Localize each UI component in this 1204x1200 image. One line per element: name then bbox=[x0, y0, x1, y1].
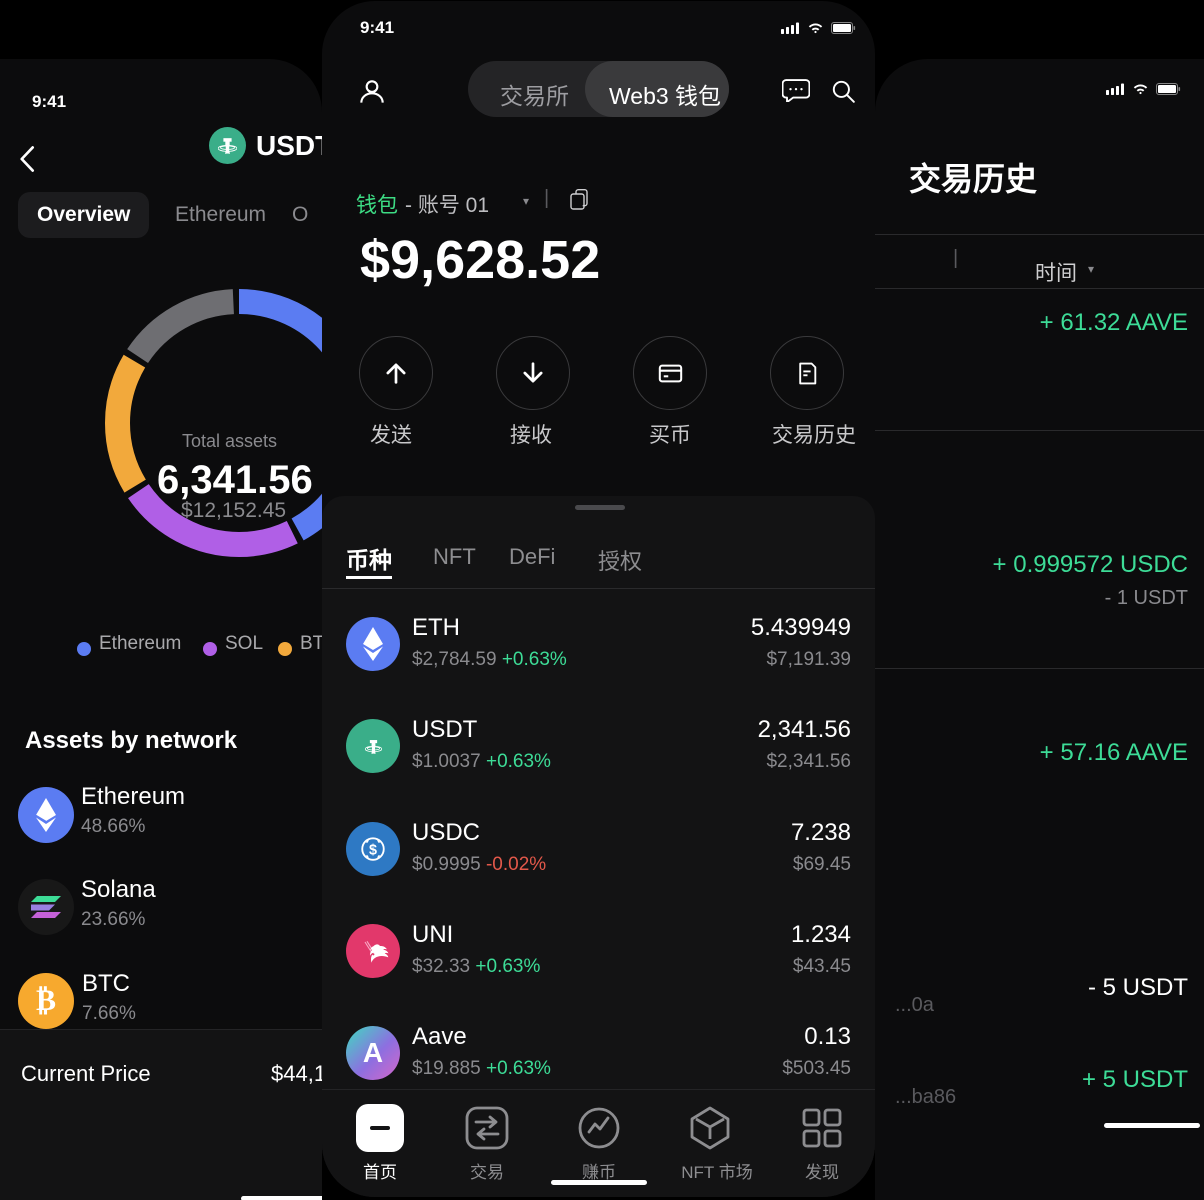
svg-text:$: $ bbox=[369, 842, 377, 858]
